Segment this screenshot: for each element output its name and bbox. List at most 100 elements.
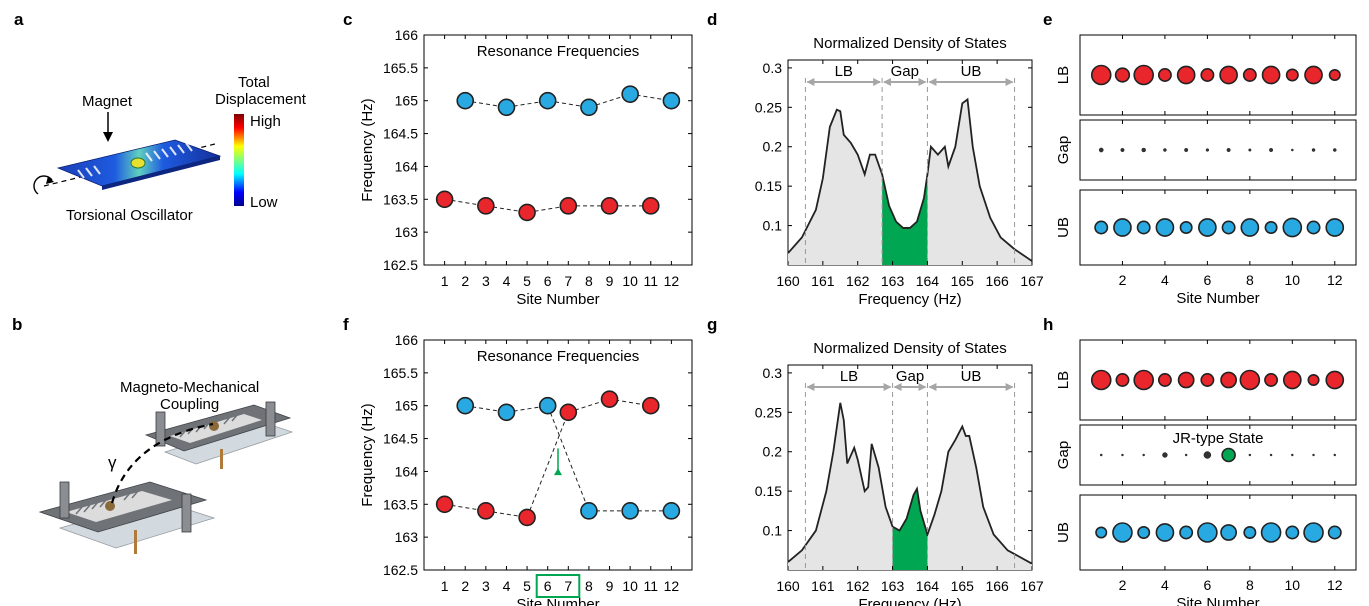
x-tick-label: 2 xyxy=(1119,272,1127,288)
site-amplitude-lb xyxy=(1114,67,1131,83)
panel-label-g: g xyxy=(707,315,717,334)
site-amplitude-gap xyxy=(1099,453,1103,457)
gap-area-fill xyxy=(882,174,928,265)
magnet-arrowhead-icon xyxy=(103,132,113,142)
x-axis-label: Site Number xyxy=(516,596,599,606)
site-amplitude-ub xyxy=(1113,218,1132,237)
site-amplitude-gap xyxy=(1332,148,1337,152)
site-amplitude-ub xyxy=(1306,220,1321,235)
site-amplitude-gap xyxy=(1226,148,1231,152)
x-axis-label: Frequency (Hz) xyxy=(858,291,961,308)
data-point-blue xyxy=(538,91,557,110)
x-tick-label: 12 xyxy=(664,273,680,289)
site-amplitude-lb xyxy=(1304,65,1323,85)
site-amplitude-ub xyxy=(1220,524,1238,541)
y-tick-label: 165 xyxy=(395,398,419,414)
site-amplitude-gap xyxy=(1269,453,1273,457)
panel-label-d: d xyxy=(707,10,717,29)
site-amplitude-gap xyxy=(1162,452,1168,458)
x-tick-label: 8 xyxy=(1246,272,1254,288)
colorbar xyxy=(234,114,244,206)
y-tick-label: 162.5 xyxy=(383,562,418,578)
data-point-blue xyxy=(497,98,516,117)
data-point-blue xyxy=(497,403,516,422)
x-tick-label: 7 xyxy=(564,578,572,594)
panel-g-chart: LB Gap UB 0.1 0.15 0.2 0.25 0.3 160 161 162 163 164 1… xyxy=(755,340,1044,606)
magnet-label: Magnet xyxy=(82,93,133,110)
site-amplitude-ub xyxy=(1155,523,1175,542)
site-amplitude-gap xyxy=(1221,447,1236,463)
y-tick-label: 0.15 xyxy=(755,483,782,499)
x-tick-label: 4 xyxy=(1161,577,1169,593)
site-amplitude-gap xyxy=(1333,453,1337,457)
site-amplitude-gap xyxy=(1311,148,1316,152)
x-tick-label: 161 xyxy=(811,273,835,289)
site-amplitude-gap xyxy=(1312,453,1315,457)
data-point-blue xyxy=(456,396,475,415)
site-amplitude-gap xyxy=(1269,148,1274,152)
site-amplitude-lb xyxy=(1307,373,1320,387)
x-tick-label: 162 xyxy=(846,273,870,289)
oscillator-plate-edge xyxy=(102,156,220,190)
y-tick-label: 165.5 xyxy=(383,60,418,76)
x-tick-label: 161 xyxy=(811,578,835,594)
legend-low: Low xyxy=(250,194,278,211)
panel-b-illustration: Magneto-Mechanical Coupling xyxy=(38,379,294,554)
plot-frame xyxy=(423,34,693,266)
row-label-lb: LB xyxy=(1055,371,1072,389)
site-amplitude-ub xyxy=(1095,526,1108,539)
coupling-line xyxy=(110,422,214,504)
data-point-red xyxy=(435,190,454,209)
data-point-blue xyxy=(621,502,639,520)
y-tick-label: 0.2 xyxy=(763,139,783,155)
panel-label-a: a xyxy=(14,10,24,29)
data-point-red xyxy=(559,403,578,422)
y-tick-label: 0.3 xyxy=(763,60,783,76)
legend-title-1: Total xyxy=(238,74,270,91)
y-tick-label: 163.5 xyxy=(383,191,418,207)
x-tick-label: 10 xyxy=(622,578,638,594)
chart-title: Resonance Frequencies xyxy=(477,348,640,365)
site-amplitude-ub xyxy=(1179,221,1193,235)
x-tick-label: 163 xyxy=(881,578,905,594)
site-amplitude-lb xyxy=(1200,68,1215,82)
site-amplitude-gap xyxy=(1184,453,1188,457)
x-tick-label: 4 xyxy=(503,578,511,594)
data-point-red xyxy=(641,396,660,415)
x-tick-label: 165 xyxy=(951,273,975,289)
row-label-gap: Gap xyxy=(1055,441,1072,469)
site-amplitude-lb xyxy=(1264,373,1279,387)
panel-label-e: e xyxy=(1043,10,1052,29)
data-point-red xyxy=(641,197,660,215)
x-tick-label: 164 xyxy=(916,578,940,594)
x-tick-label: 6 xyxy=(1203,577,1211,593)
y-tick-label: 163.5 xyxy=(383,496,418,512)
site-amplitude-gap xyxy=(1098,147,1104,153)
band-label-lb: LB xyxy=(835,63,853,80)
site-amplitude-gap xyxy=(1248,453,1252,457)
legend-high: High xyxy=(250,113,281,130)
y-tick-label: 164.5 xyxy=(383,126,418,142)
data-point-red xyxy=(559,197,578,215)
site-amplitude-lb xyxy=(1219,65,1238,85)
site-amplitude-ub xyxy=(1260,522,1282,543)
x-tick-label: 162 xyxy=(846,578,870,594)
site-amplitude-lb xyxy=(1220,371,1238,389)
site-amplitude-lb xyxy=(1328,68,1341,82)
y-tick-label: 163 xyxy=(395,224,419,240)
gap-area-fill xyxy=(892,488,928,570)
x-tick-label: 4 xyxy=(1161,272,1169,288)
site-amplitude-lb xyxy=(1157,68,1172,82)
data-point-red xyxy=(435,495,454,514)
x-tick-label: 12 xyxy=(1327,272,1343,288)
site-amplitude-lb xyxy=(1115,373,1130,387)
x-tick-label: 10 xyxy=(1285,272,1301,288)
row-label-ub: UB xyxy=(1055,522,1072,543)
data-point-blue xyxy=(580,98,598,117)
dos-area-fill xyxy=(788,99,1032,265)
site-amplitude-gap xyxy=(1142,453,1145,457)
site-amplitude-ub xyxy=(1282,217,1303,238)
y-tick-label: 0.1 xyxy=(763,523,783,539)
site-amplitude-lb xyxy=(1133,369,1154,391)
